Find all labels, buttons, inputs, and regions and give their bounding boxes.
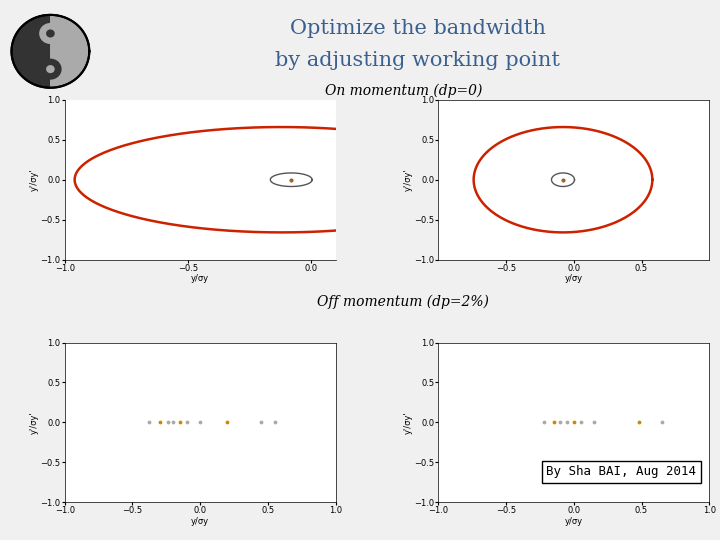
Text: by adjusting working point: by adjusting working point (275, 51, 560, 70)
X-axis label: y/σy: y/σy (564, 517, 583, 526)
Y-axis label: y'/σy': y'/σy' (404, 168, 413, 191)
Wedge shape (12, 15, 50, 87)
Circle shape (39, 58, 62, 80)
Y-axis label: y'/σy': y'/σy' (30, 411, 39, 434)
X-axis label: y/σy: y/σy (191, 517, 210, 526)
X-axis label: y/σy: y/σy (191, 274, 210, 283)
Wedge shape (50, 15, 89, 87)
Text: On momentum (dp=0): On momentum (dp=0) (325, 84, 482, 98)
Circle shape (46, 65, 55, 73)
Y-axis label: y'/σy': y'/σy' (30, 168, 39, 191)
Text: By Sha BAI, Aug 2014: By Sha BAI, Aug 2014 (546, 465, 696, 478)
Circle shape (46, 29, 55, 37)
Y-axis label: y'/σy': y'/σy' (404, 411, 413, 434)
X-axis label: y/σy: y/σy (564, 274, 583, 283)
Text: Off momentum (dp=2%): Off momentum (dp=2%) (318, 294, 489, 309)
Circle shape (39, 23, 62, 44)
Text: Optimize the bandwidth: Optimize the bandwidth (289, 19, 546, 38)
